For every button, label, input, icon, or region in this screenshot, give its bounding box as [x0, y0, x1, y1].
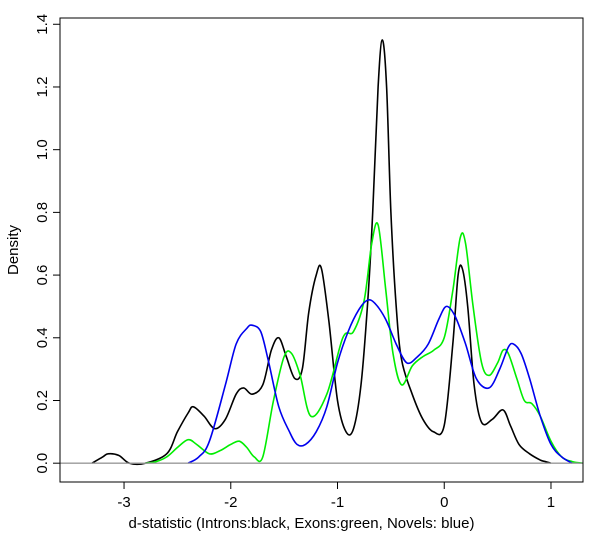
plot-frame: [59, 17, 584, 483]
y-tick-label: 1.0: [34, 139, 51, 160]
y-tick-label: 0.0: [34, 453, 51, 474]
y-tick-label: 0.8: [34, 202, 51, 223]
y-tick-label: 0.6: [34, 265, 51, 286]
y-tick-label: 0.4: [34, 327, 51, 348]
y-axis: 0.0 0.2 0.4 0.6 0.8 1.0 1.2 1.4: [34, 14, 60, 474]
green-density-curve: [145, 222, 583, 464]
blue-density-curve: [187, 298, 573, 464]
x-tick-label: 1: [547, 494, 555, 511]
x-tick-label: -2: [224, 494, 237, 511]
x-tick-label: -3: [117, 494, 130, 511]
y-tick-label: 0.2: [34, 390, 51, 411]
x-axis: -3 -2 -1 0 1: [117, 482, 555, 511]
y-tick-label: 1.4: [34, 14, 51, 35]
x-axis-title: d-statistic (Introns:black, Exons:green,…: [129, 515, 475, 532]
black-density-curve: [91, 39, 552, 466]
y-tick-label: 1.2: [34, 77, 51, 98]
x-tick-label: 0: [440, 494, 448, 511]
series-layer: [91, 39, 583, 466]
y-axis-title: Density: [5, 224, 22, 275]
x-tick-label: -1: [331, 494, 344, 511]
